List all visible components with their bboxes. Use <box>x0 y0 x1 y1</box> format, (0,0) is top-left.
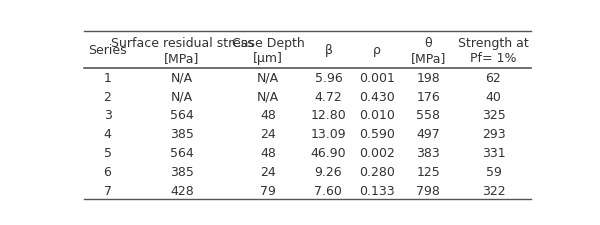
Text: 331: 331 <box>482 146 505 159</box>
Text: 558: 558 <box>416 109 440 122</box>
Text: 0.002: 0.002 <box>359 146 395 159</box>
Text: N/A: N/A <box>257 90 279 103</box>
Text: 79: 79 <box>260 184 276 197</box>
Text: N/A: N/A <box>171 90 193 103</box>
Text: 2: 2 <box>104 90 112 103</box>
Text: 497: 497 <box>416 128 440 141</box>
Text: Case Depth
[μm]: Case Depth [μm] <box>232 36 304 64</box>
Text: 293: 293 <box>482 128 505 141</box>
Text: 176: 176 <box>416 90 440 103</box>
Text: θ
[MPa]: θ [MPa] <box>411 36 446 64</box>
Text: N/A: N/A <box>257 72 279 84</box>
Text: 7: 7 <box>104 184 112 197</box>
Text: 325: 325 <box>482 109 505 122</box>
Text: 46.90: 46.90 <box>311 146 346 159</box>
Text: 0.001: 0.001 <box>359 72 395 84</box>
Text: 428: 428 <box>170 184 194 197</box>
Text: 59: 59 <box>485 165 502 178</box>
Text: 383: 383 <box>416 146 440 159</box>
Text: 7.60: 7.60 <box>314 184 343 197</box>
Text: 24: 24 <box>260 128 276 141</box>
Text: 4.72: 4.72 <box>314 90 342 103</box>
Text: 322: 322 <box>482 184 505 197</box>
Text: 564: 564 <box>170 146 194 159</box>
Text: Series: Series <box>88 44 127 57</box>
Text: ρ: ρ <box>373 44 381 57</box>
Text: 198: 198 <box>416 72 440 84</box>
Text: 6: 6 <box>104 165 112 178</box>
Text: 0.280: 0.280 <box>359 165 395 178</box>
Text: 9.26: 9.26 <box>314 165 342 178</box>
Text: 125: 125 <box>416 165 440 178</box>
Text: 40: 40 <box>485 90 502 103</box>
Text: 0.133: 0.133 <box>359 184 395 197</box>
Text: 5.96: 5.96 <box>314 72 342 84</box>
Text: 3: 3 <box>104 109 112 122</box>
Text: 0.590: 0.590 <box>359 128 395 141</box>
Text: 62: 62 <box>485 72 502 84</box>
Text: β: β <box>325 44 332 57</box>
Text: 24: 24 <box>260 165 276 178</box>
Text: 13.09: 13.09 <box>311 128 346 141</box>
Text: 12.80: 12.80 <box>311 109 346 122</box>
Text: 48: 48 <box>260 109 276 122</box>
Text: 385: 385 <box>170 165 194 178</box>
Text: Surface residual stress
[MPa]: Surface residual stress [MPa] <box>110 36 253 64</box>
Text: 798: 798 <box>416 184 440 197</box>
Text: 0.430: 0.430 <box>359 90 395 103</box>
Text: 0.010: 0.010 <box>359 109 395 122</box>
Text: 1: 1 <box>104 72 112 84</box>
Text: 48: 48 <box>260 146 276 159</box>
Text: 5: 5 <box>104 146 112 159</box>
Text: 564: 564 <box>170 109 194 122</box>
Text: 4: 4 <box>104 128 112 141</box>
Text: Strength at
Pf= 1%: Strength at Pf= 1% <box>458 36 529 64</box>
Text: N/A: N/A <box>171 72 193 84</box>
Text: 385: 385 <box>170 128 194 141</box>
